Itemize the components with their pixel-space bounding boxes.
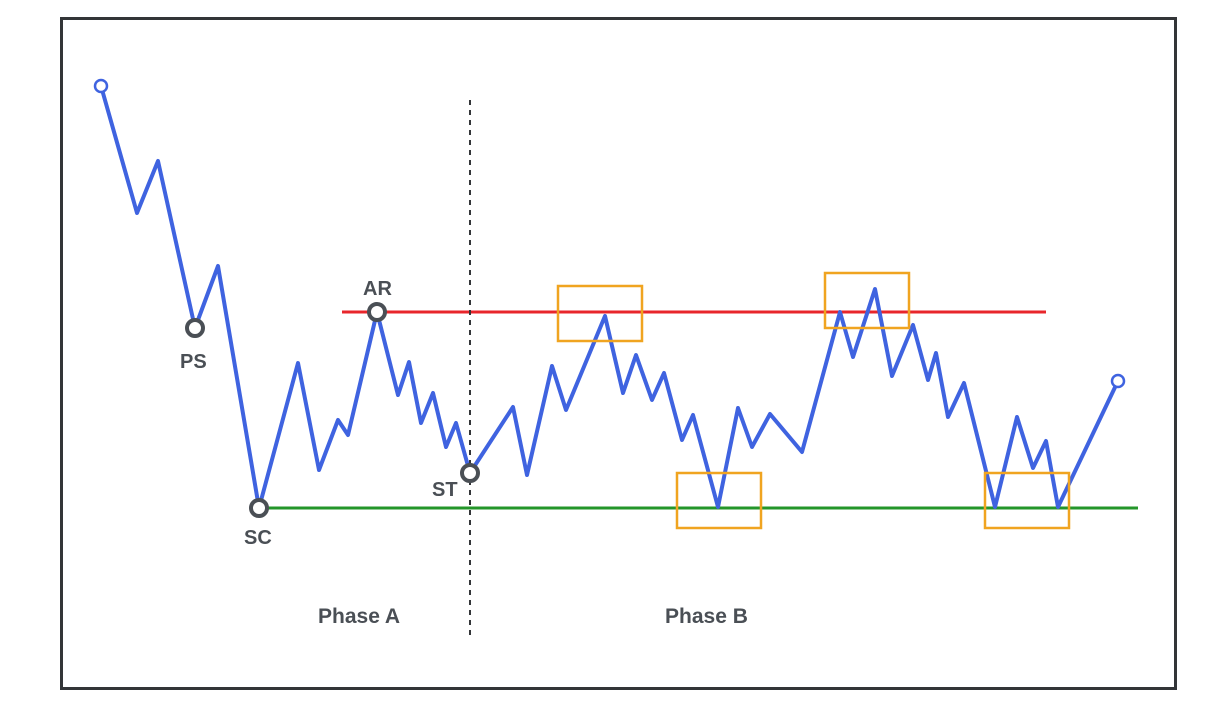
st-marker [460,463,480,483]
highlight-box-top-2 [823,271,911,330]
ar-marker [367,302,387,322]
ar-label: AR [363,278,392,300]
path-end-marker [1110,373,1126,389]
sc-marker [249,498,269,518]
st-label: ST [432,479,458,501]
highlight-box-bottom-1 [675,471,763,530]
ps-marker [185,318,205,338]
sc-label: SC [244,527,272,549]
phase-a-label: Phase A [318,605,400,628]
chart-frame [60,17,1177,690]
ps-label: PS [180,351,207,373]
price-path [99,84,1120,510]
highlight-box-top-1 [556,284,644,343]
path-start-marker [93,78,109,94]
phase-b-label: Phase B [665,605,748,628]
highlight-box-bottom-2 [983,471,1071,530]
